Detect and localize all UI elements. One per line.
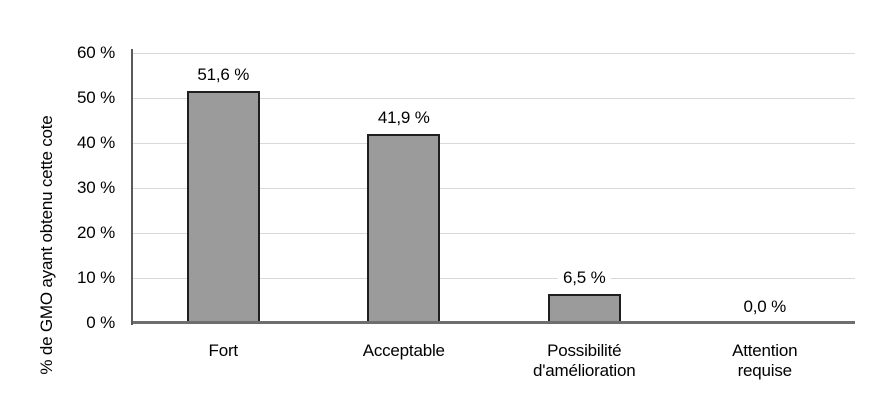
y-tick-label: 50 %	[77, 88, 115, 107]
gridline	[133, 232, 855, 234]
y-axis-title: % de GMO ayant obtenu cette cote	[37, 115, 56, 375]
bar-value-label: 51,6 %	[192, 64, 255, 85]
gridline	[133, 277, 855, 279]
gridline	[133, 187, 855, 189]
x-category-label: Attention requise	[732, 341, 798, 380]
x-category-label: Possibilité d'amélioration	[532, 341, 636, 380]
x-axis-line	[133, 321, 855, 324]
x-category-label: Fort	[208, 341, 239, 360]
y-tick-label: 40 %	[77, 133, 115, 152]
gridline	[133, 97, 855, 99]
y-tick-label: 20 %	[77, 223, 115, 242]
gridline	[133, 52, 855, 54]
y-tick-label: 10 %	[77, 268, 115, 287]
bar	[547, 293, 621, 323]
bar-value-label: 41,9 %	[372, 108, 435, 129]
y-tick-label: 30 %	[77, 178, 115, 197]
bar-value-label: 6,5 %	[558, 267, 611, 288]
y-tick-label: 60 %	[77, 43, 115, 62]
y-tick-label: 0 %	[86, 313, 115, 332]
y-axis-line	[131, 49, 133, 325]
bar	[186, 90, 260, 323]
gridline	[133, 142, 855, 144]
x-category-label: Acceptable	[362, 341, 445, 360]
bar	[367, 134, 441, 323]
bar-value-label: 0,0 %	[738, 297, 791, 317]
